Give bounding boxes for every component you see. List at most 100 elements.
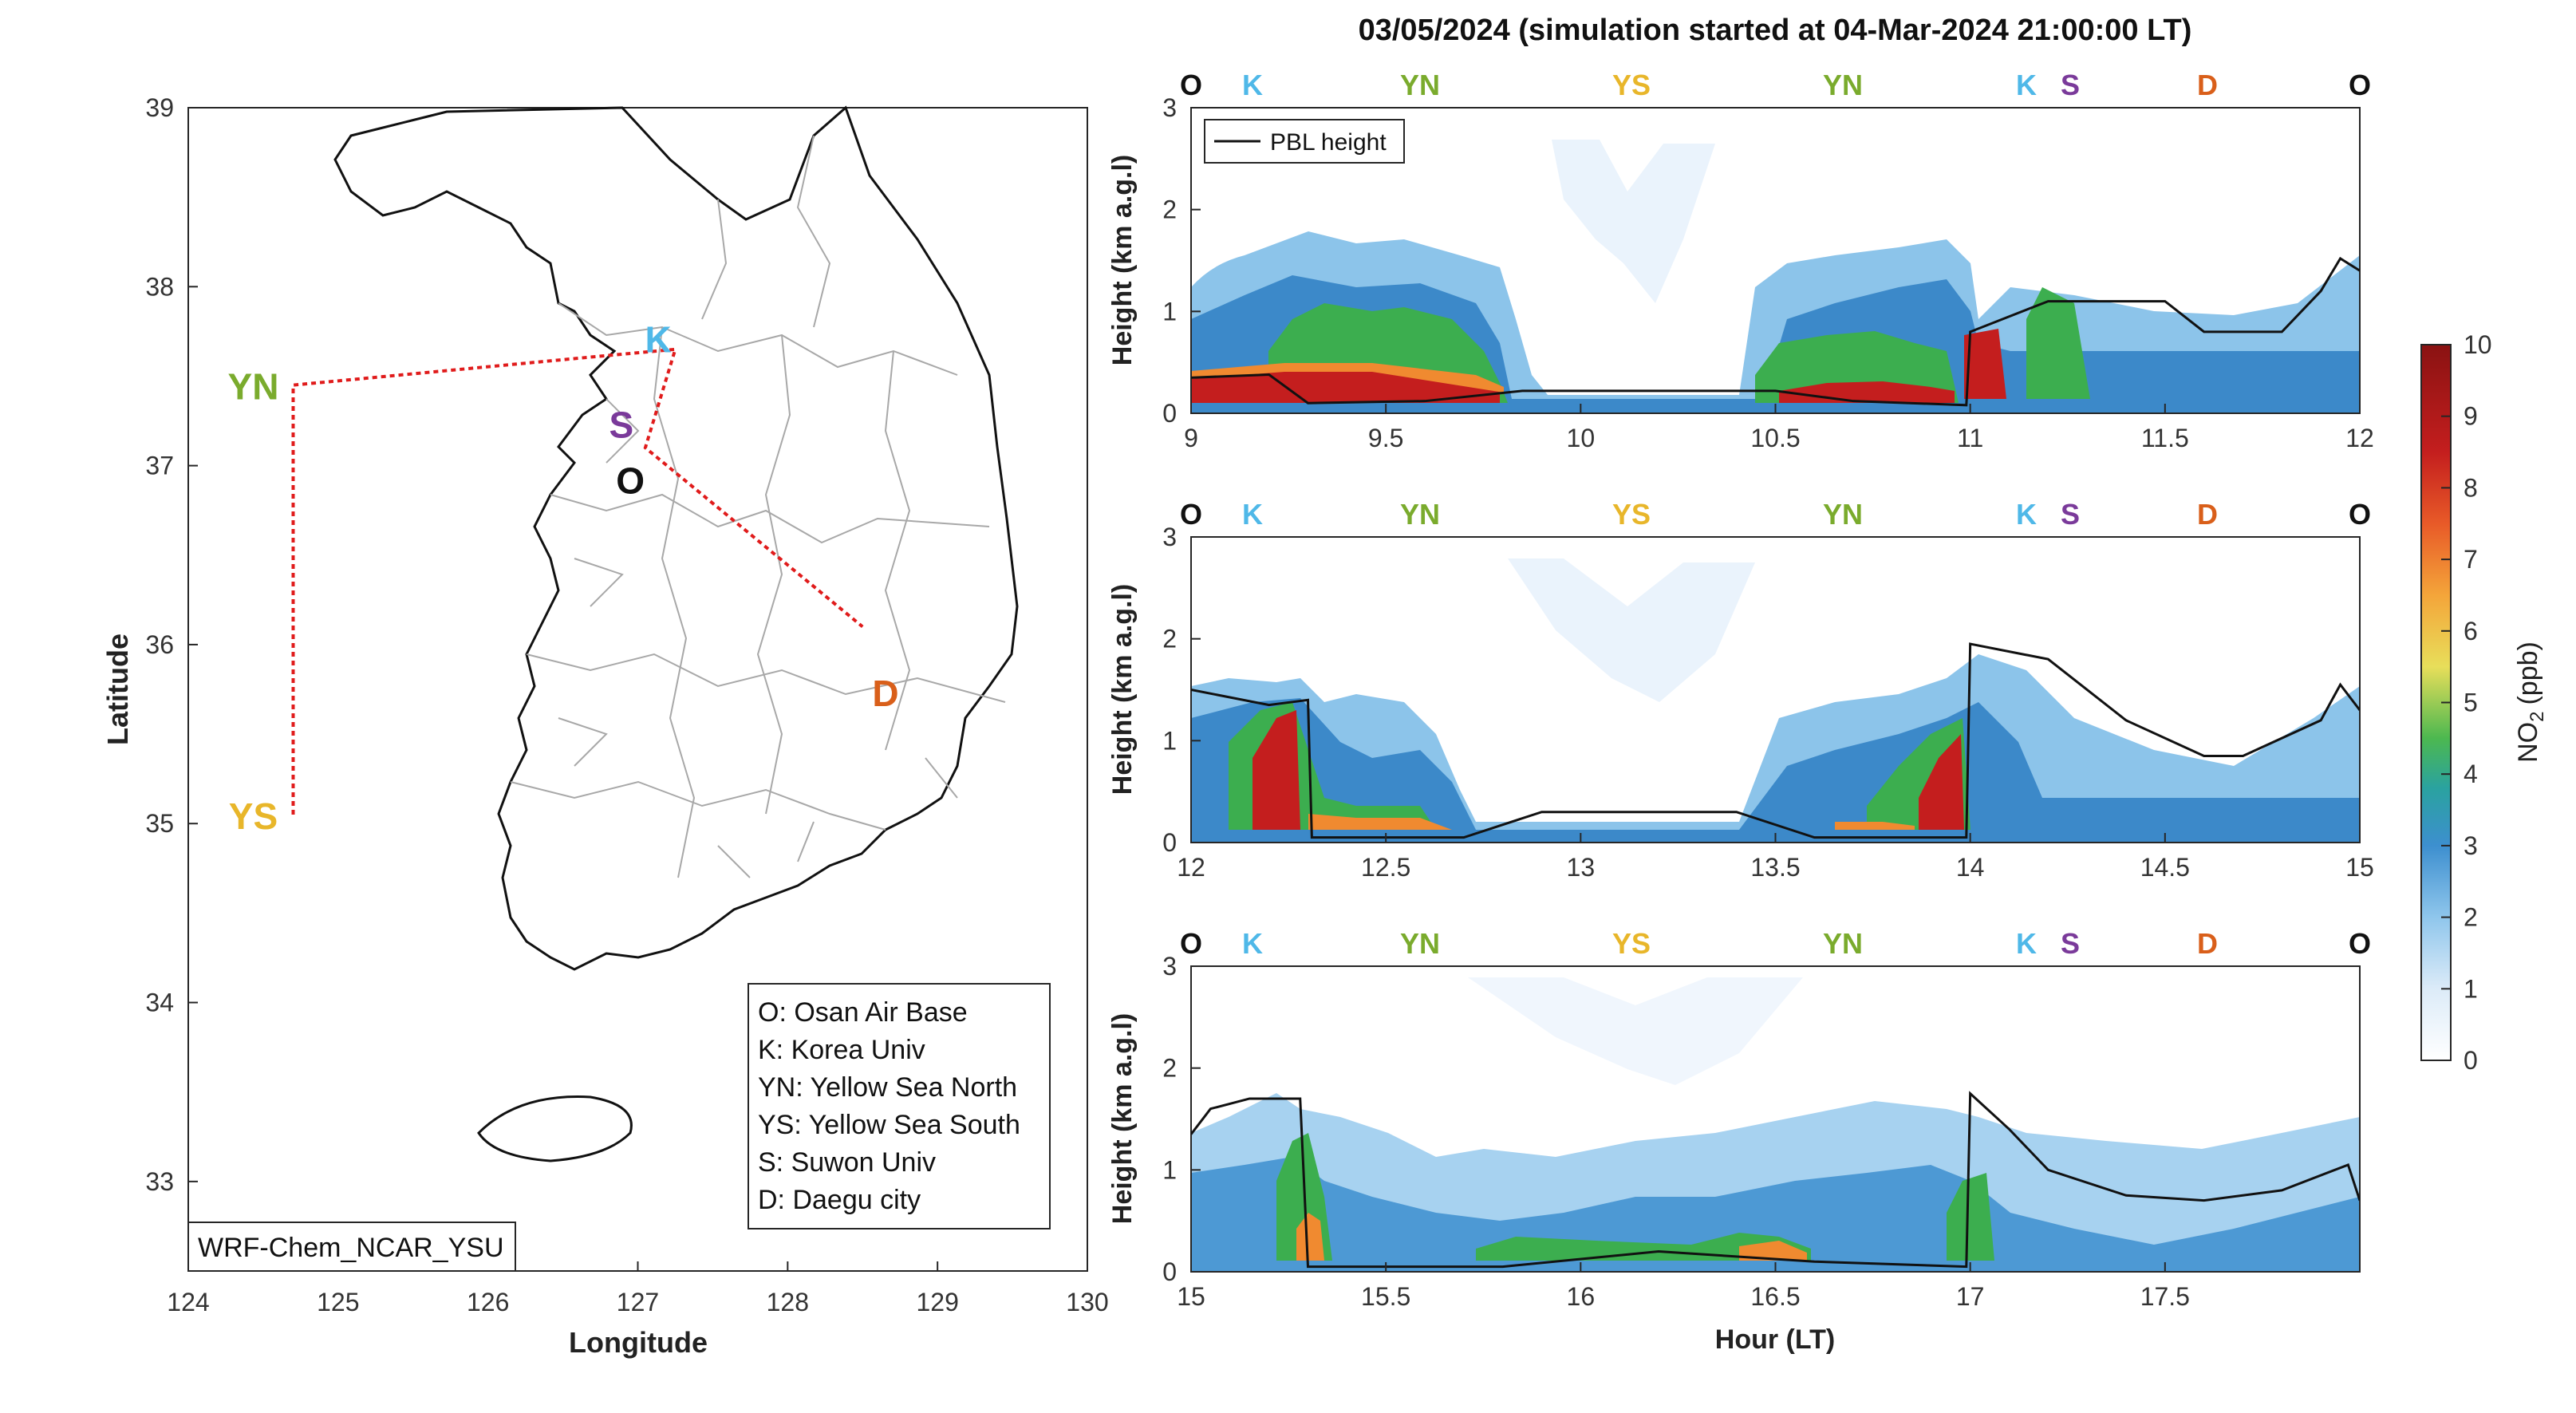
site-sequence-label: S	[2061, 498, 2080, 531]
site-legend: O: Osan Air Base K: Korea Univ YN: Yello…	[748, 983, 1051, 1229]
map-xlabel: Longitude	[569, 1326, 708, 1359]
site-sequence-label: O	[1180, 498, 1202, 531]
y-ticks: 0 1 2 3	[1162, 93, 1201, 428]
green-layer	[1947, 1173, 1994, 1261]
x-tick-label: 9.5	[1368, 424, 1403, 452]
y-tick-label: 3	[1162, 952, 1177, 981]
colorbar-tick-label: 8	[2464, 473, 2478, 502]
legend-item: YN: Yellow Sea North	[758, 1072, 1017, 1103]
site-sequence-label: S	[2061, 927, 2080, 960]
colorbar-tick-label: 6	[2464, 617, 2478, 645]
map-x-tick-label: 129	[916, 1288, 958, 1316]
colorbar-label-main: NO	[2513, 722, 2543, 763]
colorbar-tick-label: 1	[2464, 974, 2478, 1003]
green-layer	[1476, 1233, 1811, 1261]
y-tick-label: 3	[1162, 93, 1177, 122]
site-sequence-label: YS	[1612, 498, 1651, 531]
x-tick-label: 12	[2345, 424, 2374, 452]
map-y-tick-label: 33	[145, 1167, 174, 1196]
y-ticks: 0 1 2 3	[1162, 952, 1201, 1286]
colorbar-label: NO2 (ppb)	[2513, 641, 2548, 763]
map-y-tick-label: 37	[145, 452, 174, 480]
y-axis-label: Height (km a.g.l)	[1107, 155, 1138, 365]
orange-rim	[1739, 1241, 1807, 1261]
x-tick-label: 9	[1184, 424, 1198, 452]
x-ticks: 12 12.5 13 13.5 14 14.5 15	[1177, 833, 2374, 882]
colorbar-ticks: 0 1 2 3 4 5 6 7 8 9 10	[2441, 330, 2492, 1075]
colorbar-tick-label: 3	[2464, 831, 2478, 860]
colorbar-tick-label: 5	[2464, 689, 2478, 717]
colorbar-label-sub: 2	[2527, 712, 2548, 722]
map-site-label: YS	[229, 795, 278, 837]
x-tick-label: 16	[1567, 1282, 1596, 1311]
x-tick-label: 14	[1956, 853, 1985, 882]
x-tick-label: 10.5	[1750, 424, 1800, 452]
colorbar-tick-label: 7	[2464, 545, 2478, 574]
x-axis-label: Hour (LT)	[1715, 1324, 1835, 1355]
red-core	[1919, 734, 1964, 830]
y-tick-label: 0	[1162, 828, 1177, 857]
y-tick-label: 1	[1162, 726, 1177, 755]
site-sequence-label: O	[2349, 927, 2371, 960]
x-tick-label: 14.5	[2140, 853, 2190, 882]
site-sequence-label: YN	[1400, 498, 1440, 531]
map-site-labels: YN YS K SO D	[228, 318, 899, 837]
figure-title: 03/05/2024 (simulation started at 04-Mar…	[1359, 14, 2192, 47]
colorbar-tick-label: 0	[2464, 1046, 2478, 1075]
x-tick-label: 15.5	[1361, 1282, 1410, 1311]
peninsula-shape	[333, 105, 1019, 1162]
x-tick-label: 12.5	[1361, 853, 1410, 882]
map-y-tick-label: 35	[145, 809, 174, 838]
site-sequence-label: YN	[1400, 69, 1440, 101]
map-y-tick-label: 36	[145, 630, 174, 659]
site-sequence: O K YN YS YN K S D O	[1180, 498, 2371, 531]
site-sequence-label: S	[2061, 69, 2080, 101]
site-sequence-label: YS	[1612, 69, 1651, 101]
y-tick-label: 1	[1162, 1155, 1177, 1184]
colorbar-tick-label: 2	[2464, 903, 2478, 932]
legend-item: YS: Yellow Sea South	[758, 1110, 1020, 1140]
x-tick-label: 17	[1956, 1282, 1985, 1311]
pbl-line	[1191, 256, 2360, 407]
y-tick-label: 2	[1162, 195, 1177, 224]
x-tick-label: 15	[2345, 853, 2374, 882]
site-sequence-label: YN	[1823, 69, 1863, 101]
site-sequence-label: K	[2016, 69, 2037, 101]
site-sequence-label: YN	[1400, 927, 1440, 960]
site-sequence-label: D	[2197, 69, 2218, 101]
site-sequence-label: K	[2016, 498, 2037, 531]
upper-haze	[1468, 977, 1803, 1085]
x-ticks: 15 15.5 16 16.5 17 17.5	[1177, 1262, 2190, 1311]
colorbar-tick-label: 9	[2464, 402, 2478, 431]
map-x-tick-label: 127	[617, 1288, 659, 1316]
site-sequence-label: O	[1180, 69, 1202, 101]
red-core	[1252, 710, 1300, 830]
map-x-tick-label: 126	[467, 1288, 509, 1316]
x-ticks: 9 9.5 10 10.5 11 11.5 12	[1184, 404, 2374, 452]
model-label: WRF-Chem_NCAR_YSU	[198, 1233, 504, 1263]
map-site-label: YN	[228, 366, 279, 408]
site-sequence-label: O	[1180, 927, 1202, 960]
map-x-tick-label: 124	[167, 1288, 209, 1316]
model-label-box: WRF-Chem_NCAR_YSU	[187, 1222, 516, 1272]
orange-rim	[1296, 1213, 1324, 1261]
pbl-legend-label: PBL height	[1270, 129, 1387, 156]
site-sequence-label: K	[1242, 69, 1263, 101]
site-sequence: O K YN YS YN K S D O	[1180, 69, 2371, 101]
map-ylabel: Latitude	[101, 633, 134, 745]
legend-item: K: Korea Univ	[758, 1035, 925, 1065]
y-ticks: 0 1 2 3	[1162, 523, 1201, 857]
red-core	[1964, 329, 2006, 399]
x-tick-label: 11.5	[2141, 424, 2189, 452]
x-tick-label: 12	[1177, 853, 1205, 882]
pbl-line	[1191, 1091, 2360, 1269]
y-tick-label: 1	[1162, 297, 1177, 326]
map-site-label: O	[616, 460, 645, 501]
site-sequence-label: YS	[1612, 927, 1651, 960]
y-axis-label: Height (km a.g.l)	[1107, 1013, 1138, 1224]
colorbar-tick-label: 10	[2464, 330, 2492, 359]
